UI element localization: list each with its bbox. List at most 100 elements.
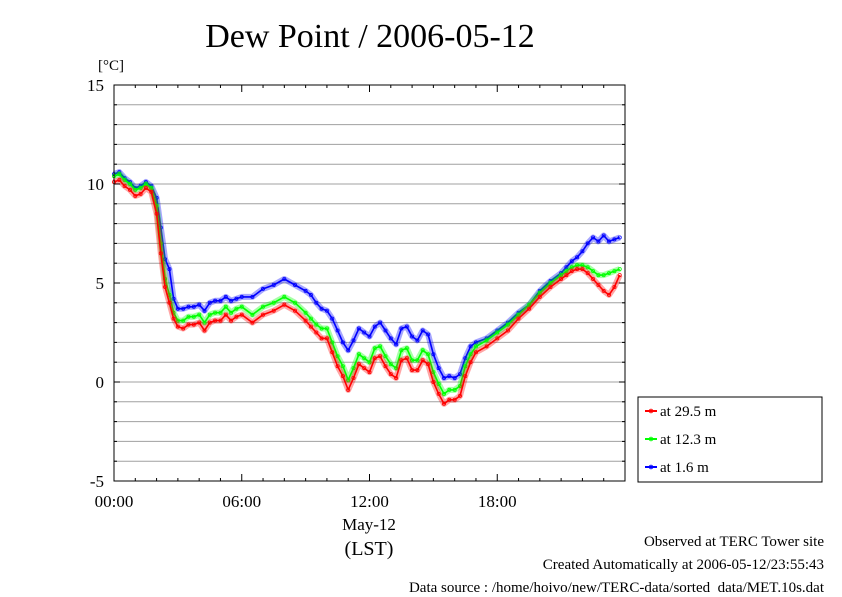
data-point	[117, 172, 122, 177]
data-point	[388, 362, 393, 367]
axes: -5 0 5 10 15 00:00 06:00 12:00 18:00	[87, 76, 626, 511]
data-point	[383, 354, 388, 359]
data-point	[484, 344, 489, 349]
data-point	[229, 318, 234, 323]
data-point	[484, 338, 489, 343]
x-tick-label: 18:00	[478, 492, 517, 511]
data-point	[324, 336, 329, 341]
data-point	[601, 288, 606, 293]
data-point	[197, 302, 202, 307]
data-point	[308, 316, 313, 321]
data-point	[463, 364, 468, 369]
data-point	[292, 308, 297, 313]
data-point	[388, 336, 393, 341]
data-point	[394, 366, 399, 371]
data-point	[367, 360, 372, 365]
x-tick-label: 12:00	[350, 492, 389, 511]
data-point	[388, 372, 393, 377]
data-point	[431, 352, 436, 357]
data-point	[239, 304, 244, 309]
data-point	[282, 276, 287, 281]
data-point	[527, 302, 532, 307]
data-point	[457, 383, 462, 388]
data-point	[149, 185, 154, 190]
data-point	[271, 282, 276, 287]
legend-label: at 29.5 m	[660, 404, 717, 420]
data-point	[127, 187, 132, 192]
data-point	[410, 334, 415, 339]
data-point	[564, 273, 569, 278]
data-point	[404, 346, 409, 351]
data-point	[234, 314, 239, 319]
data-point	[372, 346, 377, 351]
data-point	[420, 358, 425, 363]
data-point	[191, 314, 196, 319]
series-layer	[112, 169, 623, 407]
data-point	[585, 241, 590, 246]
data-point	[495, 330, 500, 335]
data-point	[378, 354, 383, 359]
data-point	[234, 306, 239, 311]
data-point	[426, 332, 431, 337]
data-point	[260, 312, 265, 317]
data-point	[303, 288, 308, 293]
data-point	[591, 276, 596, 281]
data-point	[436, 366, 441, 371]
data-point	[197, 312, 202, 317]
data-point	[213, 318, 218, 323]
data-point	[223, 304, 228, 309]
data-point	[207, 312, 212, 317]
data-point	[117, 177, 122, 182]
data-point	[410, 358, 415, 363]
data-point	[468, 352, 473, 357]
data-point	[324, 308, 329, 313]
data-point	[351, 366, 356, 371]
legend-marker	[648, 436, 654, 442]
data-point	[356, 352, 361, 357]
data-point	[250, 320, 255, 325]
data-point	[564, 269, 569, 274]
data-point	[378, 344, 383, 349]
data-point	[171, 296, 176, 301]
info-created: Created Automatically at 2006-05-12/23:5…	[542, 557, 824, 573]
data-point	[591, 235, 596, 240]
data-point	[612, 237, 617, 242]
data-point	[505, 322, 510, 327]
data-point	[399, 358, 404, 363]
data-point	[340, 340, 345, 345]
data-point	[122, 177, 127, 182]
data-point	[367, 334, 372, 339]
data-point	[335, 354, 340, 359]
series-band	[112, 169, 621, 381]
data-point	[186, 304, 191, 309]
data-point	[564, 265, 569, 270]
x-date-label: May-12	[342, 515, 396, 534]
y-tick-label: 5	[96, 274, 105, 293]
data-point	[175, 318, 180, 323]
data-point	[181, 306, 186, 311]
data-point	[372, 356, 377, 361]
data-point	[537, 294, 542, 299]
data-point	[580, 267, 585, 272]
data-point	[404, 356, 409, 361]
data-point	[229, 310, 234, 315]
info-data-source: Data source : /home/hoivo/new/TERC-data/…	[408, 580, 824, 596]
data-point	[308, 292, 313, 297]
chart-title: Dew Point / 2006-05-12	[205, 18, 535, 55]
data-point	[575, 263, 580, 268]
data-point	[473, 350, 478, 355]
legend: at 29.5 m at 12.3 m at 1.6 m	[637, 396, 823, 483]
data-point	[436, 391, 441, 396]
data-point	[181, 318, 186, 323]
data-point	[362, 356, 367, 361]
data-point	[223, 294, 228, 299]
data-point	[163, 284, 168, 289]
data-point	[516, 316, 521, 321]
data-point	[394, 375, 399, 380]
data-point	[239, 312, 244, 317]
data-point	[591, 269, 596, 274]
data-point	[596, 282, 601, 287]
data-point	[431, 370, 436, 375]
info-observed: Observed at TERC Tower site	[643, 534, 824, 550]
